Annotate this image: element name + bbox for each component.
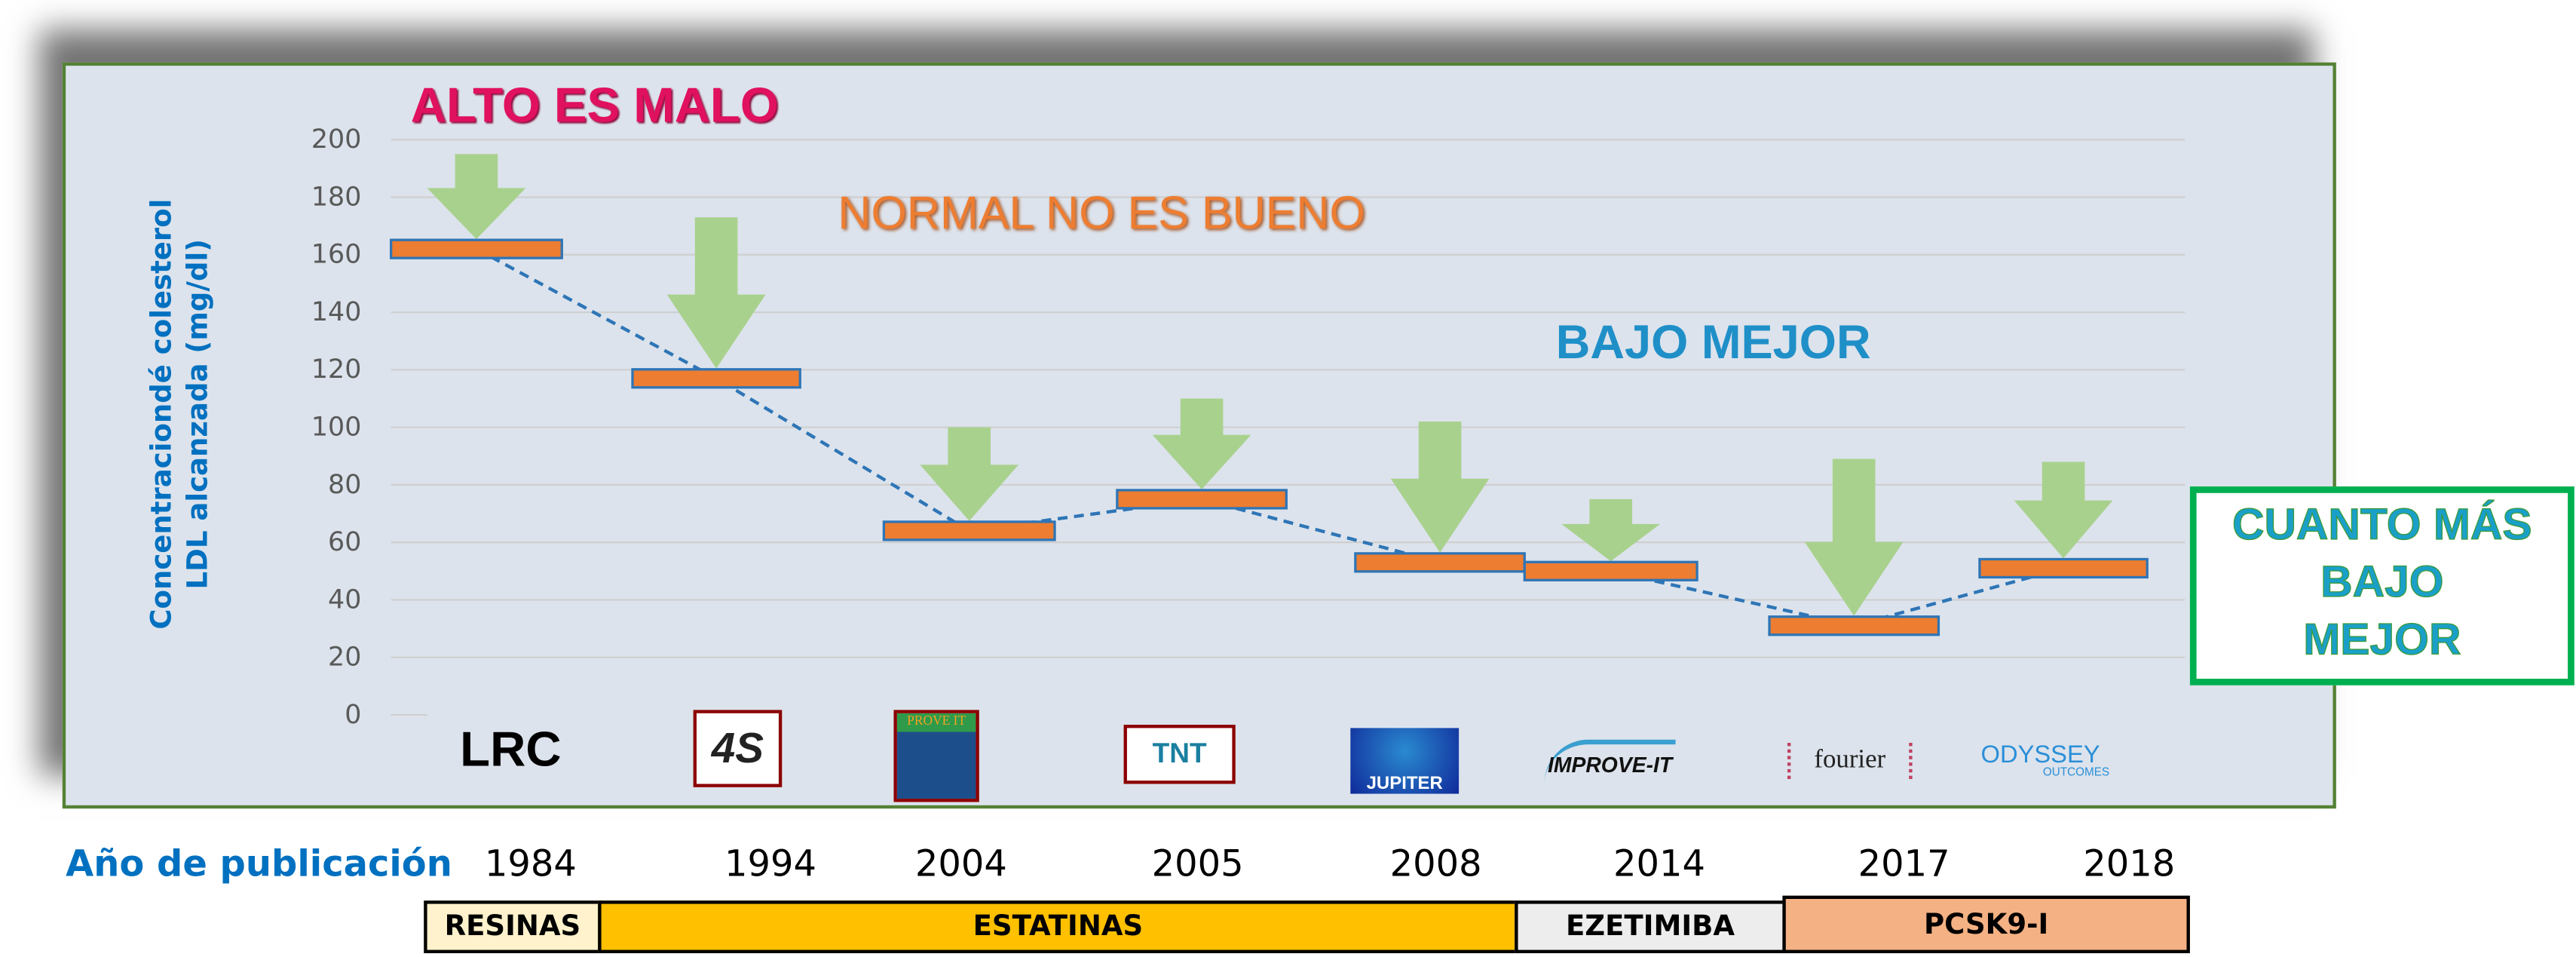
y-tick-label: 180 — [311, 180, 362, 213]
year-label: 2005 — [1151, 845, 1244, 886]
callout-line-2: BAJO — [2320, 557, 2444, 607]
logo-odyssey-text: ODYSSEY — [1980, 741, 2100, 769]
logo-lrc: LRC — [460, 722, 562, 778]
annotation-alto-es-malo: ALTO ES MALO — [410, 78, 779, 133]
drug-class-resinas: RESINAS — [424, 900, 602, 953]
ldl-bar-fourier — [1768, 615, 1940, 636]
down-arrow — [666, 217, 766, 369]
drug-class-estatinas: ESTATINAS — [598, 900, 1518, 953]
ldl-bar-prove-it — [882, 520, 1056, 541]
year-label: 1994 — [724, 845, 817, 886]
year-label: 2008 — [1389, 845, 1482, 886]
ldl-bar-odyssey-outcomes — [1978, 557, 2149, 579]
callout-cuanto-mas-bajo-mejor: CUANTO MÁS BAJO MEJOR — [2189, 486, 2574, 686]
year-label: 2018 — [2083, 845, 2176, 886]
drug-class-ezetimiba: EZETIMIBA — [1515, 900, 1786, 953]
ldl-bar-4s — [631, 368, 801, 389]
year-label: 2004 — [914, 845, 1007, 886]
down-arrow — [920, 427, 1019, 521]
y-tick-label: 100 — [311, 410, 362, 443]
ldl-bar-jupiter — [1354, 552, 1526, 573]
y-tick-label: 140 — [311, 296, 362, 327]
year-label: 2017 — [1858, 845, 1950, 886]
callout-line-1: CUANTO MÁS — [2231, 499, 2532, 550]
ldl-bar-lrc — [390, 238, 563, 259]
annotation-bajo-mejor: BAJO MEJOR — [1555, 317, 1871, 370]
callout-line-3: MEJOR — [2303, 614, 2462, 664]
y-tick-label: 160 — [311, 238, 362, 270]
logo-odyssey-subtext: OUTCOMES — [2042, 767, 2110, 779]
down-arrow — [2014, 462, 2113, 559]
down-arrow — [1561, 498, 1661, 562]
logo-prove-it: PROVE IT — [893, 710, 979, 802]
year-label: 2014 — [1613, 845, 1706, 886]
y-tick-label: 80 — [328, 468, 362, 500]
drug-class-pcsk9-i: PCSK9-I — [1782, 895, 2190, 953]
y-tick-label: 0 — [345, 698, 362, 730]
down-arrow — [427, 154, 526, 240]
logo-4s: 4S — [693, 710, 783, 787]
ldl-bar-tnt — [1116, 489, 1288, 510]
y-tick-label: 200 — [311, 123, 362, 155]
logo-odyssey-outcomes: ODYSSEY OUTCOMES — [1971, 741, 2110, 779]
down-arrow — [1390, 421, 1490, 553]
year-label: 1984 — [484, 845, 577, 886]
y-tick-label: 120 — [311, 353, 362, 385]
logo-improve-it: IMPROVE-IT — [1544, 739, 1676, 784]
down-arrow — [1804, 459, 1904, 616]
x-axis-title: Año de publicación — [66, 845, 452, 886]
logo-jupiter: JUPITER — [1350, 728, 1460, 794]
trend-line — [475, 247, 2064, 627]
logo-tnt: TNT — [1123, 725, 1236, 784]
y-tick-label: 20 — [328, 640, 362, 673]
y-tick-label: 40 — [328, 583, 362, 615]
ldl-bar-improve-it — [1523, 560, 1698, 581]
annotation-normal-no-es-bueno: NORMAL NO ES BUENO — [838, 187, 1365, 238]
y-tick-label: 60 — [328, 526, 362, 557]
down-arrow — [1152, 398, 1251, 489]
logo-fourier: fourier — [1787, 742, 1913, 779]
